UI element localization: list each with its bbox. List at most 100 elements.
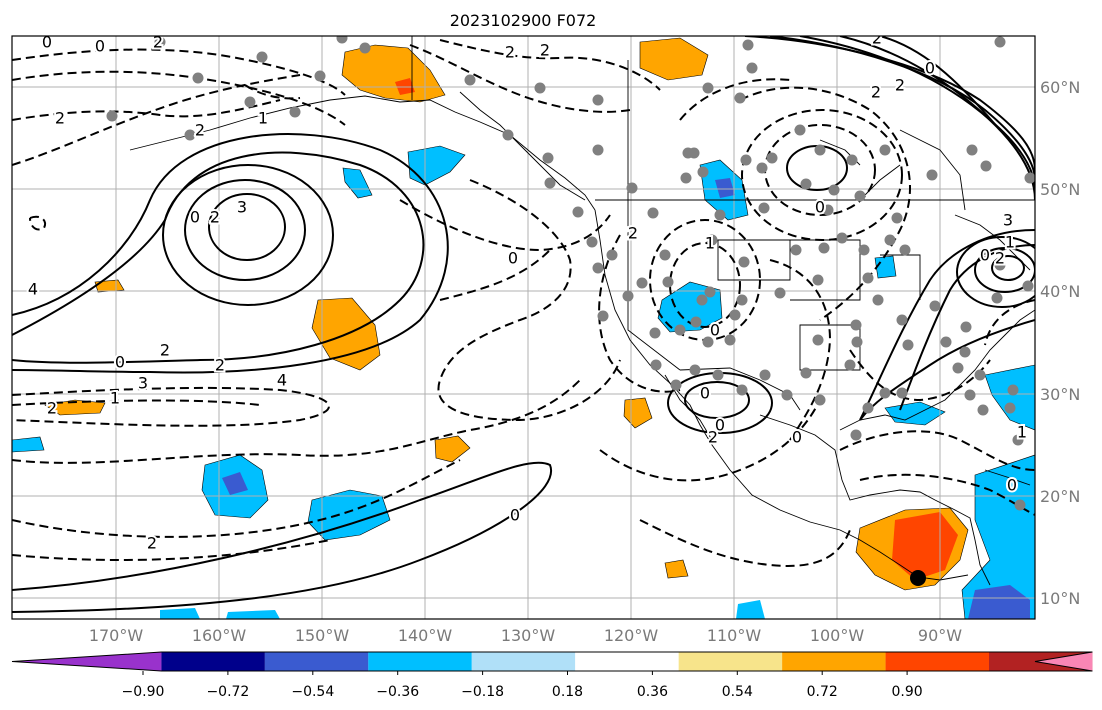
colorbar-tick-label: −0.54	[291, 684, 334, 700]
contour-label: 2	[153, 33, 163, 52]
shade-blue-pacific2	[307, 489, 391, 541]
lon-label: 120°W	[604, 626, 659, 645]
colorbar-tick-label: 0.54	[722, 684, 753, 700]
station-dot	[964, 389, 976, 401]
station-dot	[862, 402, 874, 414]
station-dot	[289, 106, 301, 118]
station-dot	[706, 234, 718, 246]
shade-blue-bottom3	[736, 600, 765, 619]
station-dot	[862, 272, 874, 284]
station-dot	[746, 62, 758, 74]
station-dot	[736, 384, 748, 396]
contour-label: 2	[215, 356, 225, 375]
station-dot	[766, 152, 778, 164]
station-dot	[736, 294, 748, 306]
shade-blue-bottom2	[226, 610, 280, 619]
shade-blue-east-coast	[984, 364, 1035, 431]
station-dot	[314, 70, 326, 82]
station-dot	[702, 82, 714, 94]
station-dot	[688, 147, 700, 159]
station-dot	[814, 394, 826, 406]
station-dot	[534, 82, 546, 94]
shade-orange-small1	[94, 279, 125, 293]
station-dot	[812, 334, 824, 346]
station-dot	[636, 277, 648, 289]
station-dot	[734, 92, 746, 104]
contour-label: 2	[995, 249, 1005, 268]
contour-label: 2	[505, 43, 515, 62]
station-dot	[192, 72, 204, 84]
station-dot	[244, 96, 256, 108]
station-dot	[729, 309, 741, 321]
station-dot	[926, 169, 938, 181]
station-dot	[359, 42, 371, 54]
station-dot	[974, 369, 986, 381]
station-dot	[854, 190, 866, 202]
colorbar-swatch	[885, 652, 989, 671]
contour-label: 1	[705, 234, 715, 253]
colorbar-tick-label: 0.90	[892, 684, 923, 700]
lat-label: 50°N	[1040, 180, 1080, 199]
contour-label: 0	[1007, 476, 1017, 495]
shade-orange-alaska	[341, 44, 446, 103]
lon-label: 90°W	[918, 626, 962, 645]
station-dot	[758, 202, 770, 214]
station-dot	[818, 242, 830, 254]
station-dot	[689, 364, 701, 376]
station-dot	[622, 290, 634, 302]
station-dot	[980, 160, 992, 172]
station-dot	[929, 300, 941, 312]
station-dot	[940, 336, 952, 348]
station-dot	[742, 39, 754, 51]
station-dot	[872, 294, 884, 306]
contours-dashed	[12, 39, 1035, 567]
contour-label: 2	[708, 428, 718, 447]
contour-label: 2	[871, 83, 881, 102]
shade-darkblue-caribbean	[968, 585, 1030, 619]
station-dot	[542, 152, 554, 164]
station-dot	[662, 276, 674, 288]
lat-label: 30°N	[1040, 385, 1080, 404]
station-dot	[966, 144, 978, 156]
contour-label: 1	[1017, 423, 1027, 442]
station-dot	[712, 369, 724, 381]
colorbar-extend-left	[12, 652, 162, 671]
contour-label: 0	[508, 249, 518, 268]
station-dot	[851, 336, 863, 348]
shade-blue-bottom1	[160, 608, 200, 619]
shade-orange-small2	[44, 399, 106, 416]
station-dot	[800, 367, 812, 379]
station-dot	[952, 362, 964, 374]
highlight-marker	[910, 570, 926, 586]
station-dot	[896, 314, 908, 326]
shade-darkblue-canada	[715, 178, 735, 198]
contour-label: 0	[510, 506, 520, 525]
contour-label: 0	[190, 208, 200, 227]
station-dot	[822, 204, 834, 216]
station-dot	[740, 154, 752, 166]
shaded-anomaly-layer	[12, 37, 1035, 619]
station-dot	[896, 387, 908, 399]
station-dot	[738, 256, 750, 268]
station-dot	[697, 166, 709, 178]
contour-label: 0	[95, 37, 105, 56]
contour-label: 2	[160, 341, 170, 360]
contour-label: 0	[700, 384, 710, 403]
lat-label: 20°N	[1040, 487, 1080, 506]
contour-label: 2	[47, 399, 57, 418]
station-dot	[650, 359, 662, 371]
station-dot	[106, 110, 118, 122]
station-markers	[106, 36, 1035, 511]
contour-label: 2	[540, 41, 550, 60]
station-dot	[592, 262, 604, 274]
station-dot	[256, 51, 268, 63]
station-dot	[879, 387, 891, 399]
station-dot	[1024, 172, 1035, 184]
lon-label: 110°W	[707, 626, 762, 645]
station-dot	[597, 310, 609, 322]
contour-label: 2	[55, 109, 65, 128]
station-dot	[680, 172, 692, 184]
station-dot	[696, 294, 708, 306]
colorbar-swatch	[471, 652, 576, 671]
